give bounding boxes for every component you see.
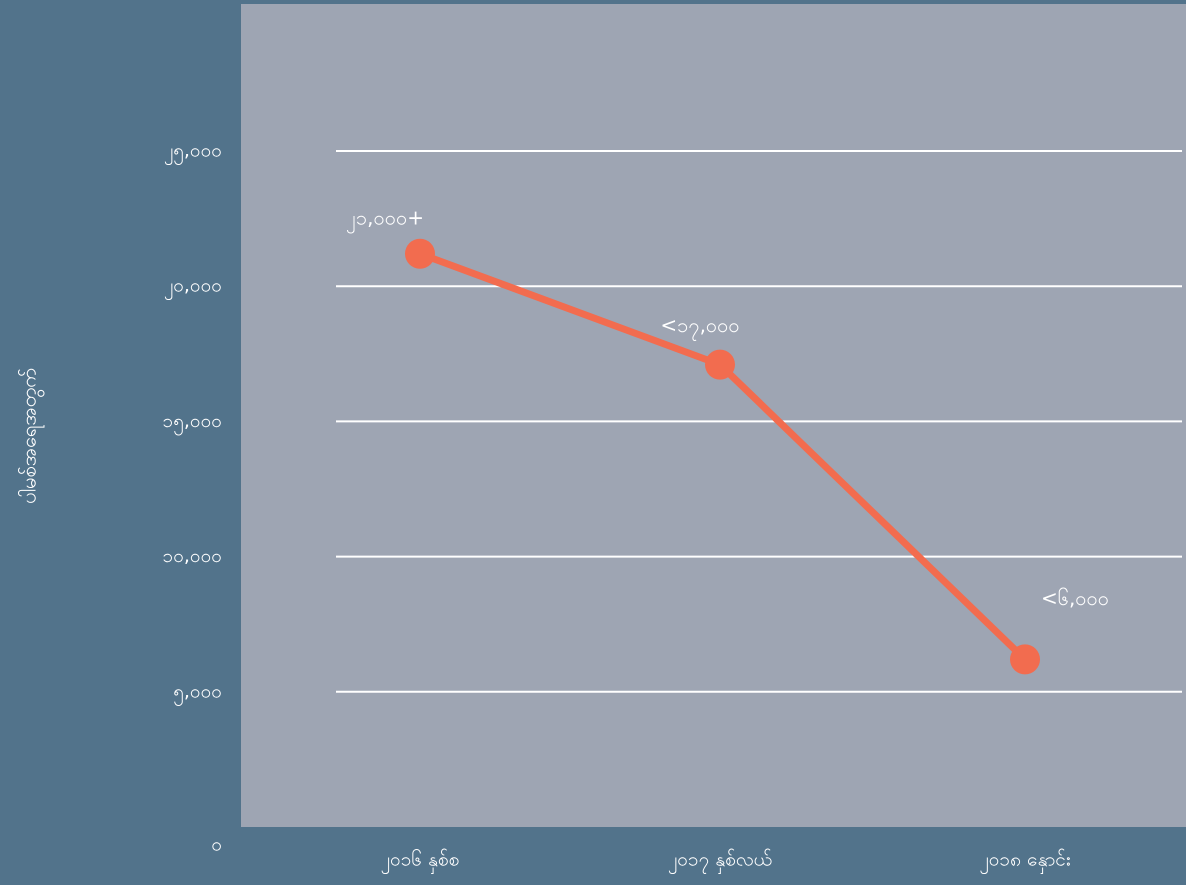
data-point — [1010, 644, 1040, 675]
data-label: <၁၇,၀၀၀ — [660, 313, 739, 341]
y-tick-label: ၅,၀၀၀ — [173, 680, 222, 706]
y-tick-label: ၂၀,၀၀၀ — [164, 275, 222, 301]
data-point — [405, 238, 435, 269]
y-tick-label: ၁၅,၀၀၀ — [163, 410, 222, 436]
y-tick-label: ၁၀,၀၀၀ — [163, 545, 222, 567]
y-axis-label: ပါမစ်အရေအတွက် — [17, 368, 45, 504]
gridlines — [336, 150, 1182, 693]
data-point — [705, 349, 735, 380]
y-axis-tick-labels: ၀ ၅,၀၀၀ ၁၀,၀၀၀ ၁၅,၀၀၀ ၂၀,၀၀၀ ၂၅,၀၀၀ — [163, 140, 222, 856]
x-axis-tick-labels: ၂၀၁၆ နှစ်စ ၂၀၁၇ နှစ်လယ် ၂၀၁၈ နှောင်း — [381, 848, 1071, 875]
y-tick-label: ၂၅,၀၀၀ — [164, 140, 222, 166]
x-tick-label: ၂၀၁၈ နှောင်း — [979, 848, 1070, 875]
data-label: <၆,၀၀၀ — [1041, 586, 1109, 610]
plot-area — [241, 4, 1186, 827]
y-tick-label: ၀ — [211, 834, 222, 856]
data-label: ၂၁,၀၀၀+ — [346, 205, 424, 233]
data-labels: ၂၁,၀၀၀+ <၁၇,၀၀၀ <၆,၀၀၀ — [346, 205, 1109, 610]
x-tick-label: ၂၀၁၆ နှစ်စ — [381, 848, 460, 875]
series-line-group — [405, 238, 1040, 675]
x-tick-label: ၂၀၁၇ နှစ်လယ် — [668, 848, 772, 875]
